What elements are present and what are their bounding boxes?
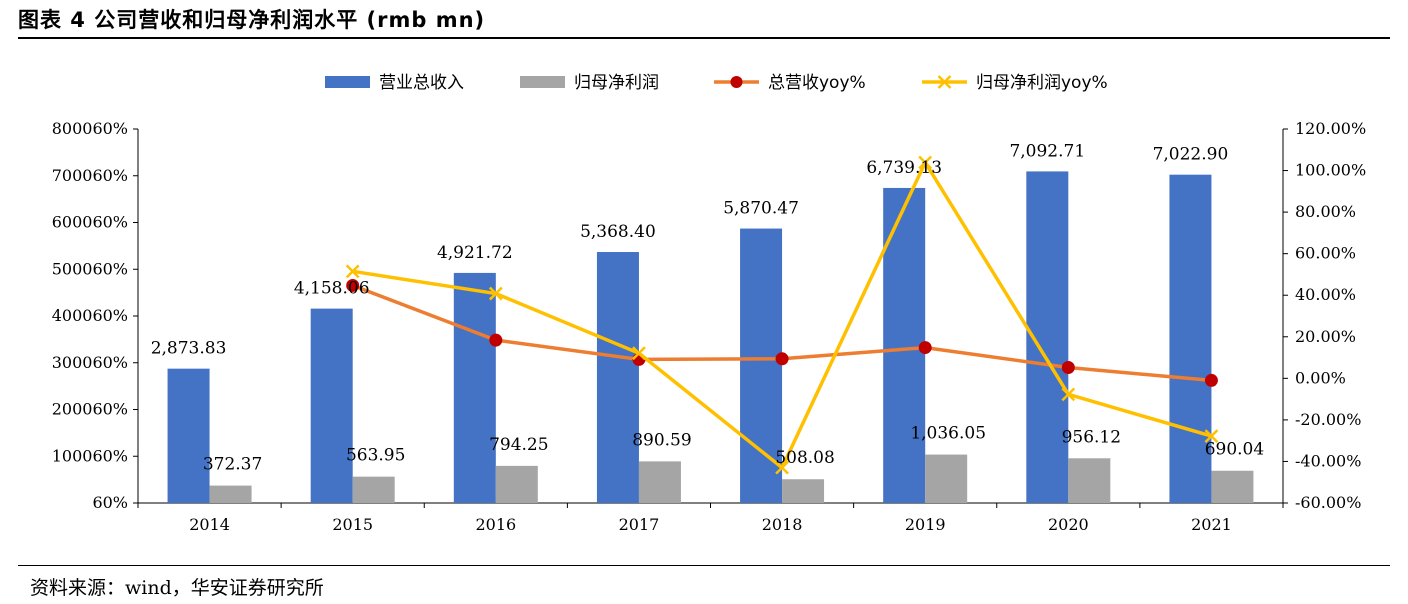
source-note: 资料来源：wind，华安证券研究所	[30, 577, 324, 599]
profit-bar	[1068, 458, 1111, 503]
data-labels-layer: 2,873.83 4,158.06 4,921.72 5,368.40 5,870.47…	[151, 141, 1264, 474]
profit-data-label: 563.95	[346, 446, 405, 466]
profit-yoy-point	[488, 286, 503, 301]
revenue-data-label: 6,739.13	[866, 158, 942, 178]
x-tick-label: 2018	[762, 515, 803, 534]
bottom-rule	[18, 565, 1390, 566]
left-tick-label: 60%	[92, 493, 128, 512]
right-tick-label: -60.00%	[1295, 493, 1361, 512]
profit-yoy-point	[775, 460, 789, 475]
profit-bar	[1211, 470, 1254, 503]
revenue-data-label: 7,092.71	[1009, 141, 1085, 161]
legend-swatch-revenue	[325, 76, 370, 88]
legend: 营业总收入 归母净利润 总营收yoy% 归母净利润yoy%	[325, 73, 1108, 93]
profit-bar	[352, 476, 395, 503]
revenue-data-label: 4,921.72	[437, 243, 513, 263]
legend-marker-revenue-yoy	[730, 76, 743, 88]
revenue-yoy-point	[1204, 373, 1218, 387]
profit-data-label: 372.37	[203, 455, 262, 475]
revenue-yoy-point	[918, 341, 932, 355]
revenue-data-label: 2,873.83	[151, 339, 227, 359]
legend-label-revenue-yoy: 总营收yoy%	[768, 73, 866, 93]
x-tick-label: 2020	[1048, 515, 1089, 534]
top-rule	[18, 37, 1390, 39]
chart-title: 图表 4 公司营收和归母净利润水平 (rmb mn)	[18, 8, 486, 32]
left-tick-label: 400060%	[52, 306, 128, 325]
legend-swatch-profit	[520, 76, 565, 88]
profit-bar	[638, 461, 681, 503]
left-tick-label: 800060%	[52, 119, 128, 138]
profit-data-label: 890.59	[632, 430, 691, 450]
profit-data-label: 508.08	[775, 448, 834, 468]
x-tick-label: 2014	[189, 515, 230, 534]
lines-layer	[345, 155, 1219, 475]
profit-bar	[209, 485, 252, 503]
right-tick-label: 120.00%	[1295, 119, 1366, 138]
right-tick-label: 80.00%	[1295, 202, 1356, 221]
profit-data-label: 690.04	[1205, 440, 1264, 460]
profit-bar	[782, 479, 825, 503]
profit-yoy-point	[918, 155, 933, 170]
revenue-yoy-point	[775, 352, 789, 366]
profit-data-label: 794.25	[489, 435, 548, 455]
profit-bar	[495, 465, 538, 503]
left-tick-label: 600060%	[52, 213, 128, 232]
left-tick-label: 100060%	[52, 446, 128, 465]
x-tick-label: 2021	[1191, 515, 1232, 534]
legend-label-profit-yoy: 归母净利润yoy%	[976, 73, 1108, 93]
revenue-bar	[596, 252, 639, 503]
left-tick-label: 200060%	[52, 400, 128, 419]
profit-yoy-point	[1061, 387, 1076, 402]
revenue-data-label: 5,368.40	[580, 222, 656, 242]
x-tick-label: 2017	[619, 515, 660, 534]
right-tick-label: 100.00%	[1295, 161, 1366, 180]
profit-yoy-point	[632, 346, 646, 361]
revenue-data-label: 5,870.47	[723, 199, 799, 219]
revenue-yoy-point	[489, 333, 503, 347]
x-tick-label: 2015	[332, 515, 373, 534]
right-tick-label: 40.00%	[1295, 285, 1356, 304]
revenue-data-label: 7,022.90	[1153, 145, 1229, 165]
left-tick-label: 700060%	[52, 166, 128, 185]
right-tick-label: -20.00%	[1295, 410, 1361, 429]
profit-yoy-point	[1204, 429, 1219, 443]
right-tick-label: 60.00%	[1295, 244, 1356, 263]
right-tick-label: -40.00%	[1295, 451, 1361, 470]
revenue-bar	[310, 308, 353, 503]
revenue-data-label: 4,158.06	[294, 279, 370, 299]
x-tick-label: 2019	[905, 515, 946, 534]
revenue-bar	[740, 228, 783, 503]
profit-bar	[925, 454, 968, 503]
profit-yoy-point	[345, 264, 360, 279]
legend-label-profit: 归母净利润	[574, 73, 659, 93]
left-tick-label: 500060%	[52, 259, 128, 278]
revenue-yoy-point	[1061, 361, 1075, 375]
revenue-bar	[1169, 174, 1212, 503]
x-tick-label: 2016	[475, 515, 516, 534]
left-tick-label: 300060%	[52, 353, 128, 372]
bars-layer	[167, 171, 1254, 503]
profit-data-label: 1,036.05	[910, 424, 986, 444]
profit-data-label: 956.12	[1062, 427, 1121, 447]
revenue-bar	[453, 272, 496, 503]
legend-label-revenue: 营业总收入	[379, 73, 464, 93]
axes-layer: 60% 100060% 200060% 300060% 400060% 500060% 60…	[52, 119, 1366, 534]
revenue-yoy-point	[346, 278, 360, 292]
right-tick-label: 0.00%	[1295, 368, 1346, 387]
legend-marker-profit-yoy	[937, 75, 952, 89]
right-tick-label: 20.00%	[1295, 327, 1356, 346]
revenue-bar	[167, 368, 210, 503]
